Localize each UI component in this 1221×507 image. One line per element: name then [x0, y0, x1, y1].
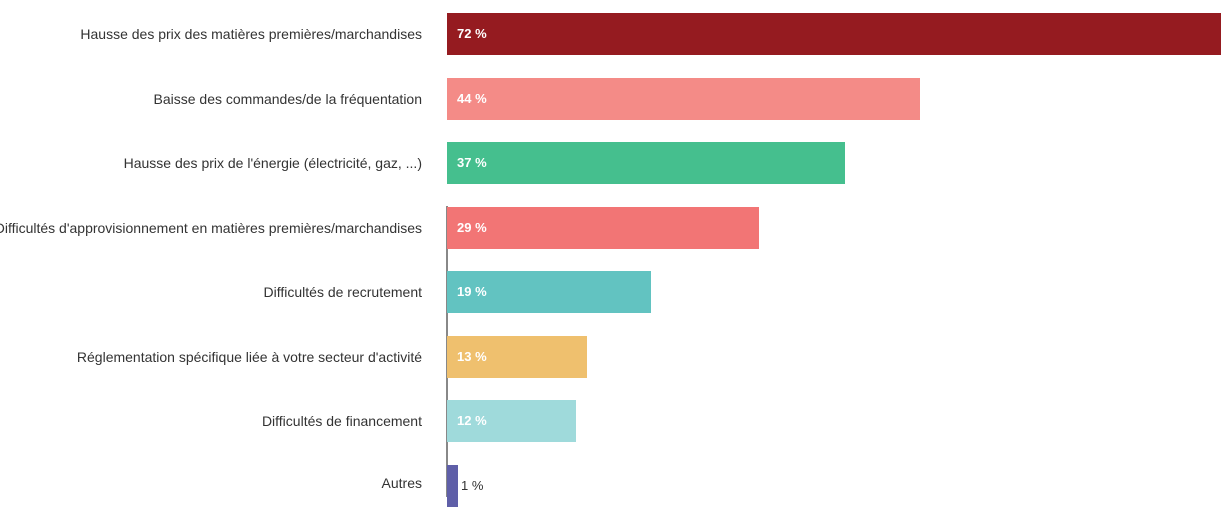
bar-1	[447, 13, 1221, 55]
value-label-2: 44 %	[457, 91, 487, 106]
category-label-2: Baisse des commandes/de la fréquentation	[153, 91, 423, 107]
bar-6	[447, 336, 587, 378]
bar-7	[447, 400, 576, 442]
value-label-1: 72 %	[457, 26, 487, 41]
category-label-3: Hausse des prix de l'énergie (électricit…	[123, 155, 422, 171]
category-label-5: Difficultés de recrutement	[263, 284, 422, 300]
bar-5	[447, 271, 651, 313]
value-label-3: 37 %	[457, 155, 487, 170]
value-label-4: 29 %	[457, 220, 487, 235]
bar-2	[447, 78, 920, 120]
value-label-5: 19 %	[457, 284, 487, 299]
category-label-4: Difficultés d'approvisionnement en matiè…	[0, 220, 422, 236]
bar-4	[447, 207, 759, 249]
bar-8	[447, 465, 458, 507]
bar-3	[447, 142, 845, 184]
value-label-6: 13 %	[457, 349, 487, 364]
category-label-8: Autres	[381, 475, 422, 491]
category-label-1: Hausse des prix des matières premières/m…	[80, 26, 422, 42]
category-label-7: Difficultés de financement	[261, 413, 422, 429]
value-label-7: 12 %	[457, 413, 487, 428]
value-label-8: 1 %	[461, 478, 484, 493]
category-label-6: Réglementation spécifique liée à votre s…	[76, 349, 422, 365]
